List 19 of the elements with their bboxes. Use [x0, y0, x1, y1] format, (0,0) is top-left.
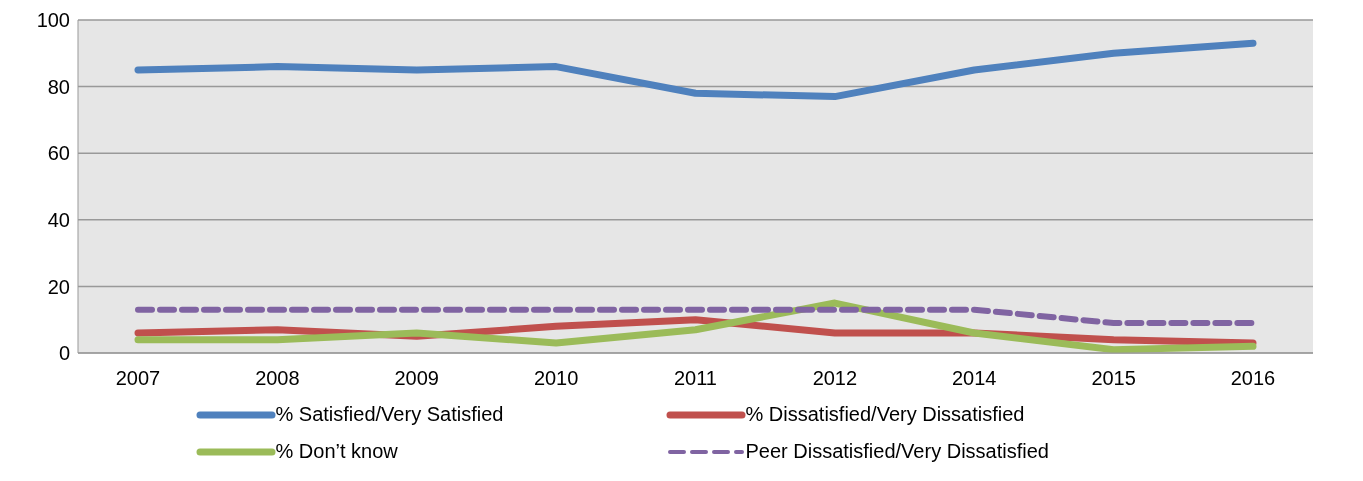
y-tick-label: 0 [58, 342, 70, 365]
y-tick-label: 100 [36, 9, 70, 32]
y-tick-label: 20 [47, 275, 70, 298]
x-tick-label: 2007 [115, 367, 161, 390]
y-tick-label: 60 [47, 142, 70, 165]
x-tick-label: 2009 [394, 367, 439, 390]
legend-label: % Don’t know [275, 440, 398, 463]
x-tick-label: 2016 [1230, 367, 1276, 390]
x-tick-label: 2015 [1091, 367, 1136, 390]
legend-label: % Dissatisfied/Very Dissatisfied [745, 403, 1025, 426]
x-tick-label: 2012 [812, 367, 858, 390]
legend-label: % Satisfied/Very Satisfied [275, 403, 504, 426]
y-tick-label: 40 [47, 208, 70, 231]
x-tick-label: 2014 [952, 367, 997, 390]
legend-label: Peer Dissatisfied/Very Dissatisfied [745, 440, 1049, 463]
y-tick-label: 80 [47, 75, 70, 98]
x-tick-label: 2011 [673, 367, 718, 390]
x-tick-label: 2008 [255, 367, 300, 390]
x-tick-label: 2010 [533, 367, 579, 390]
